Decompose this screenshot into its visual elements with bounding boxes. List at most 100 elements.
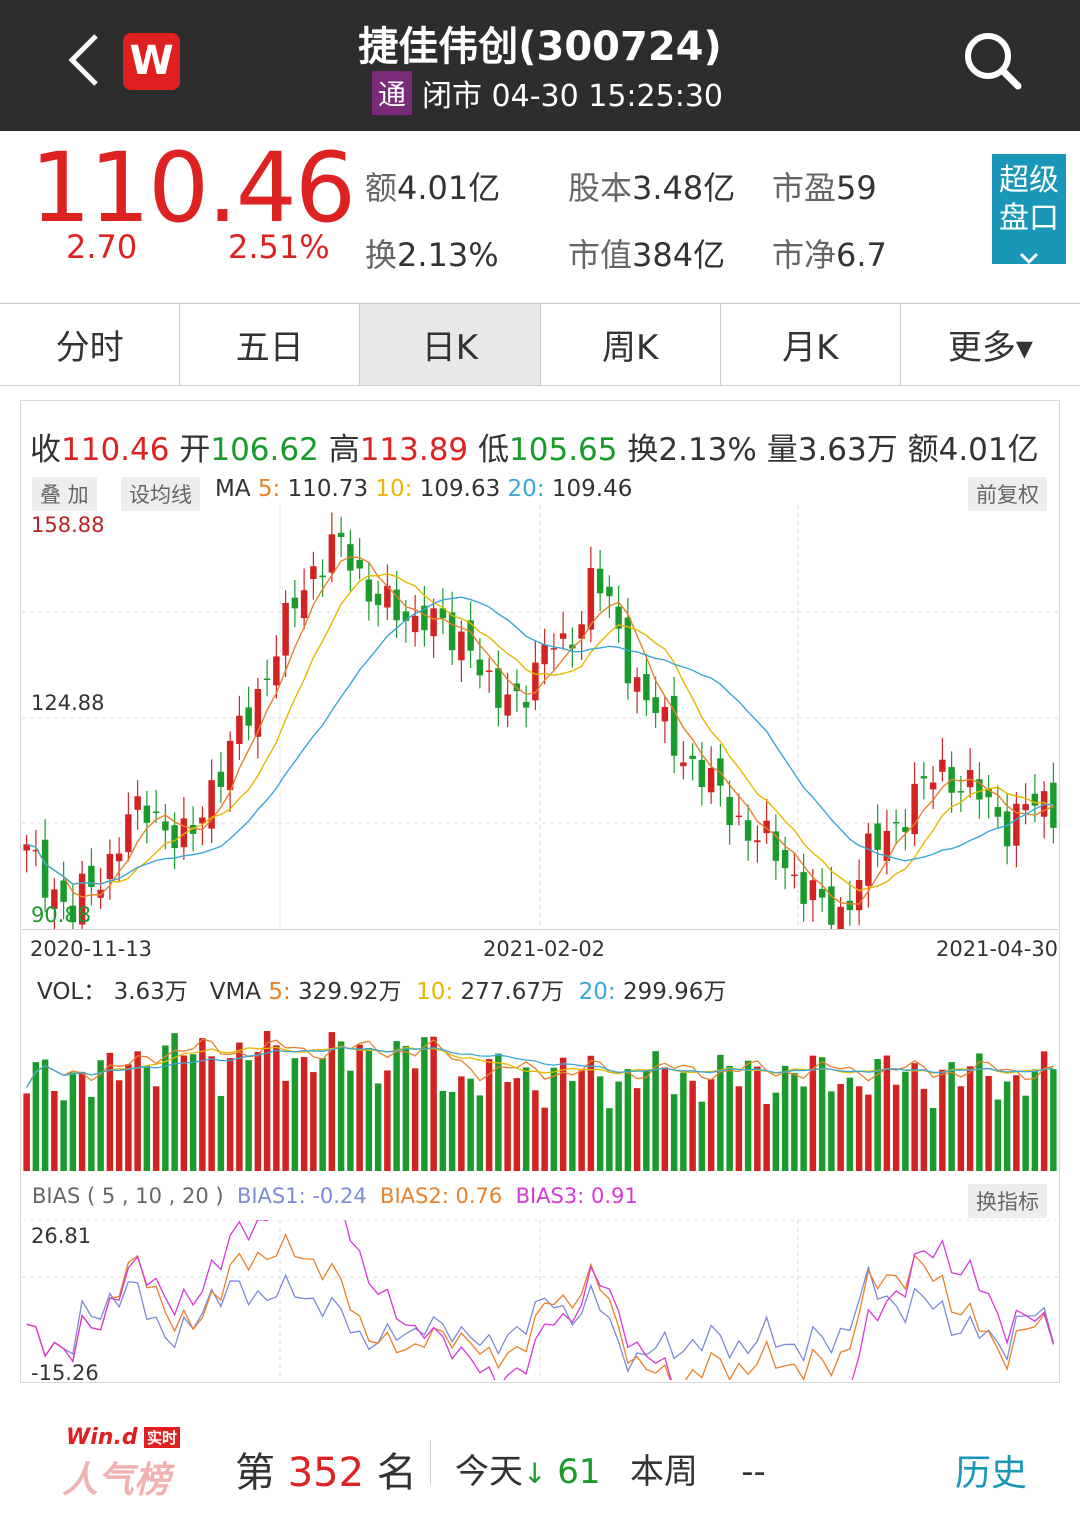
- tab-more[interactable]: 更多▾: [947, 328, 1033, 368]
- candle-body: [957, 791, 965, 793]
- candle-body: [402, 611, 410, 621]
- candle-body: [1013, 803, 1020, 846]
- tong-badge: 通: [372, 71, 413, 115]
- candle-body: [319, 575, 326, 578]
- candle-body: [939, 759, 946, 772]
- price-change-pct: 2.51%: [228, 228, 330, 266]
- candle-body: [846, 900, 854, 911]
- candle-body: [744, 820, 752, 841]
- candle-body: [291, 597, 299, 609]
- volume-bar: [781, 1065, 789, 1171]
- candle-body: [670, 695, 678, 756]
- volume-bar: [717, 1054, 724, 1171]
- volume-bar: [23, 1093, 30, 1171]
- candle-body: [985, 788, 992, 798]
- super-quote-label: 超级盘口: [999, 163, 1059, 236]
- tab-weekly-k[interactable]: 周K: [541, 304, 721, 385]
- wind-logo[interactable]: W: [123, 33, 180, 90]
- candle-body: [929, 782, 937, 790]
- volume-bar: [596, 1076, 604, 1171]
- volume-chart[interactable]: [22, 1005, 1058, 1171]
- volume-bar: [448, 1091, 456, 1171]
- candle-body: [439, 608, 447, 619]
- bias-legend: BIAS ( 5 , 10 , 20 ) BIAS1: -0.24 BIAS2:…: [32, 1184, 638, 1208]
- vma20-line: [26, 1046, 1054, 1088]
- date-start: 2020-11-13: [30, 937, 153, 961]
- search-icon[interactable]: [958, 26, 1028, 96]
- candle-body: [596, 568, 604, 594]
- set-ma-button[interactable]: 设均线: [121, 477, 200, 511]
- candle-body: [78, 873, 86, 925]
- candle-body: [828, 886, 835, 925]
- wind-popularity-logo[interactable]: Win.d 实时 人气榜: [62, 1425, 192, 1501]
- volume-legend: VOL： 3.63万 VMA 5: 329.92万 10: 277.67万 20…: [37, 979, 727, 1005]
- switch-indicator-button[interactable]: 换指标: [968, 1184, 1047, 1218]
- volume-bar: [282, 1080, 289, 1171]
- tab-five-day[interactable]: 五日: [180, 304, 361, 385]
- candle-body: [421, 605, 428, 631]
- y-axis-mid: 124.88: [31, 691, 105, 715]
- volume-bar: [1050, 1069, 1057, 1171]
- candle-body: [587, 568, 595, 630]
- volume-bar: [78, 1071, 86, 1171]
- ma10-line: [26, 572, 1054, 892]
- volume-bar: [356, 1044, 363, 1171]
- price-change: 2.70: [66, 228, 138, 266]
- volume-bar: [97, 1060, 104, 1171]
- candle-body: [763, 820, 770, 834]
- status-text: 闭市 04-30 15:25:30: [422, 79, 723, 114]
- adjust-button[interactable]: 前复权: [968, 477, 1047, 511]
- volume-bar: [726, 1065, 733, 1171]
- bias-chart[interactable]: [22, 1220, 1058, 1380]
- candle-body: [430, 608, 437, 637]
- tab-intraday[interactable]: 分时: [0, 304, 181, 385]
- candle-body: [911, 783, 918, 835]
- candle-body: [837, 906, 844, 930]
- vma5-line: [26, 1038, 1054, 1088]
- volume-bar: [1003, 1081, 1011, 1171]
- candle-body: [966, 770, 974, 788]
- candle-body: [1050, 782, 1057, 828]
- history-button[interactable]: 历史: [955, 1453, 1028, 1494]
- volume-bar: [393, 1041, 400, 1171]
- volume-bar: [883, 1055, 891, 1171]
- volume-bar: [69, 1072, 77, 1171]
- candle-body: [865, 833, 872, 886]
- candle-body: [263, 678, 271, 681]
- candle-body: [115, 853, 123, 862]
- stat-turnover: 换2.13%: [365, 236, 499, 274]
- bias1-line: [26, 1265, 1055, 1373]
- tab-daily-k[interactable]: 日K: [360, 304, 541, 385]
- period-tabs: 分时 五日 日K 周K 月K 更多▾: [0, 303, 1080, 386]
- volume-bar: [236, 1042, 243, 1171]
- volume-bar: [559, 1057, 567, 1171]
- candle-body: [245, 707, 252, 726]
- candle-body: [559, 633, 567, 639]
- ma5-line: [26, 556, 1054, 905]
- tab-monthly-k[interactable]: 月K: [721, 304, 901, 385]
- today-change: 今天↓ 61: [455, 1452, 601, 1492]
- volume-bar: [32, 1062, 40, 1171]
- ma-legend: MA 5: 110.73 10: 109.63 20: 109.46: [215, 476, 633, 502]
- kline-chart[interactable]: [22, 505, 1058, 930]
- rank-text: 第 352 名: [235, 1450, 417, 1496]
- volume-bar: [263, 1030, 271, 1171]
- volume-bar: [837, 1083, 844, 1171]
- chart-panel: [20, 400, 1060, 1383]
- candle-body: [152, 811, 160, 814]
- overlay-button[interactable]: 叠 加: [32, 477, 97, 511]
- candle-body: [60, 880, 67, 902]
- divider: [22, 929, 1058, 930]
- volume-bar: [88, 1096, 95, 1171]
- candle-body: [180, 818, 188, 848]
- candle-body: [818, 889, 826, 898]
- volume-bar: [902, 1071, 909, 1171]
- candle-body: [458, 631, 465, 661]
- candle-body: [1022, 804, 1029, 811]
- back-icon[interactable]: [60, 30, 110, 90]
- candle-body: [1031, 793, 1039, 806]
- volume-bar: [994, 1099, 1002, 1171]
- volume-bar: [532, 1090, 539, 1171]
- super-quote-button[interactable]: 超级盘口: [992, 154, 1066, 265]
- candle-body: [726, 796, 733, 826]
